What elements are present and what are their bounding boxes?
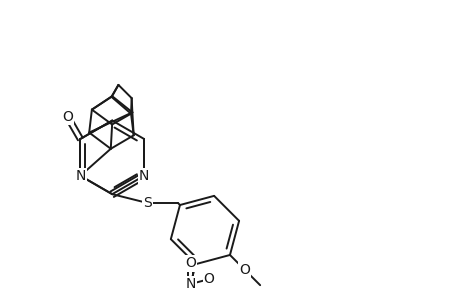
Text: O: O bbox=[203, 272, 214, 286]
Text: S: S bbox=[143, 196, 151, 210]
Text: N: N bbox=[139, 169, 149, 183]
Text: O: O bbox=[62, 110, 73, 124]
Text: N: N bbox=[75, 169, 85, 183]
Text: O: O bbox=[239, 262, 249, 277]
Text: N: N bbox=[185, 277, 195, 291]
Text: O: O bbox=[185, 256, 196, 270]
